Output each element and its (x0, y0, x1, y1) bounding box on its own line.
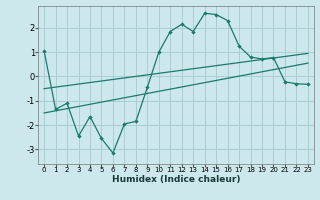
X-axis label: Humidex (Indice chaleur): Humidex (Indice chaleur) (112, 175, 240, 184)
